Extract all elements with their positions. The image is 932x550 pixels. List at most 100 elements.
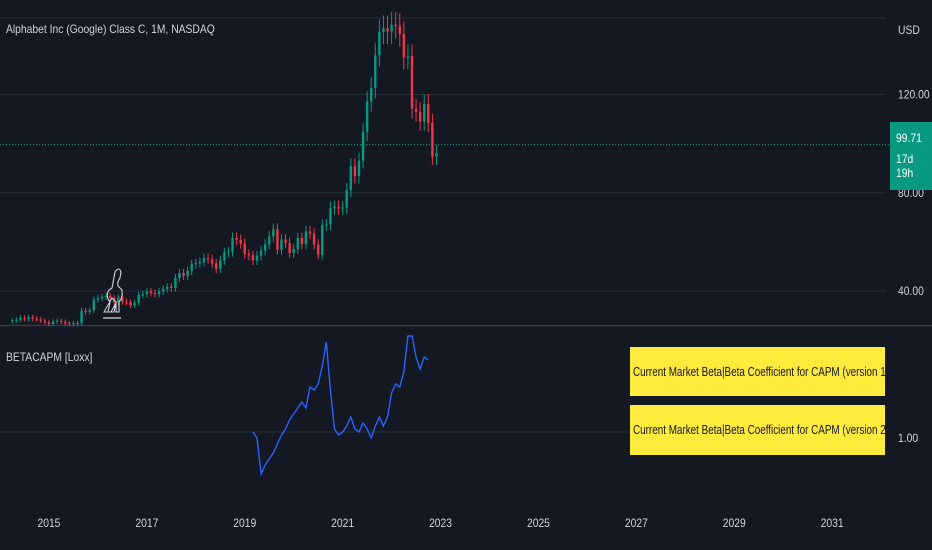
currency-label: USD <box>898 24 920 37</box>
candle-body <box>325 224 328 226</box>
time-axis-label: 2017 <box>135 517 158 530</box>
candle <box>157 288 161 298</box>
candle-body <box>304 231 308 245</box>
candle <box>170 283 173 292</box>
beta-v1-box: Current Market Beta|Beta Coefficient for… <box>630 347 925 397</box>
candle <box>390 11 393 45</box>
candle <box>223 247 226 265</box>
candle <box>374 43 377 99</box>
candle <box>247 249 251 261</box>
candle <box>325 218 328 231</box>
candle <box>312 228 316 250</box>
candle-body <box>23 317 26 319</box>
candle <box>125 298 128 306</box>
candle <box>198 257 202 268</box>
candle <box>88 307 91 315</box>
candle-body <box>149 291 153 294</box>
time-axis-label: 2021 <box>331 517 354 530</box>
candle-body <box>390 24 393 32</box>
candle-body <box>423 103 426 122</box>
candle-body <box>292 248 295 253</box>
candle <box>84 307 87 315</box>
candle <box>214 259 218 274</box>
candle <box>35 316 38 322</box>
candle-body <box>55 320 59 322</box>
candle-body <box>178 273 181 278</box>
candle-body <box>202 258 206 262</box>
candle <box>27 314 30 322</box>
candle-body <box>157 291 161 295</box>
candle-body <box>51 321 55 325</box>
candle-body <box>341 207 344 209</box>
candle <box>166 283 169 293</box>
candle <box>365 91 369 142</box>
candle-body <box>35 318 38 320</box>
candle-body <box>251 255 255 261</box>
candle-body <box>378 31 381 56</box>
time-axis-label: 2031 <box>821 517 844 530</box>
candle <box>361 123 365 169</box>
candle <box>231 232 234 257</box>
candle-body <box>96 298 100 300</box>
candle-body <box>145 291 149 295</box>
candle <box>210 254 214 268</box>
candle <box>47 320 51 327</box>
symbol-title: Alphabet Inc (Google) Class C, 1M, NASDA… <box>6 22 215 36</box>
candle <box>259 245 263 261</box>
candle-body <box>231 237 234 252</box>
candle <box>76 320 79 326</box>
candle-body <box>361 132 365 161</box>
candle-body <box>365 101 369 133</box>
candle <box>80 307 83 326</box>
candle-body <box>125 301 128 303</box>
candle-body <box>166 286 169 289</box>
candle <box>255 250 259 266</box>
candle-body <box>121 297 124 302</box>
candle-body <box>198 261 202 264</box>
candle-body <box>414 108 418 112</box>
candlestick-series <box>11 11 438 327</box>
candle-body <box>353 166 357 177</box>
candle <box>96 294 100 303</box>
candle <box>149 288 153 297</box>
indicator-title: BETACAPM [Loxx] <box>6 350 93 364</box>
candle-body <box>255 255 259 261</box>
candle <box>51 319 55 327</box>
candle <box>206 253 210 264</box>
candle-body <box>357 160 361 177</box>
candle-body <box>133 302 136 306</box>
candle-body <box>398 25 401 35</box>
candle-body <box>312 233 316 245</box>
candle <box>382 15 385 45</box>
candle <box>423 94 426 131</box>
candle-body <box>418 111 422 122</box>
candle <box>43 318 47 325</box>
time-axis-label: 2019 <box>233 517 256 530</box>
candle-body <box>263 244 267 251</box>
candle-body <box>394 24 397 26</box>
candle <box>186 266 189 280</box>
candle <box>288 237 291 258</box>
candle-body <box>349 166 353 191</box>
candle <box>296 232 299 254</box>
candle-body <box>333 206 336 209</box>
candle <box>117 294 120 306</box>
candle <box>227 246 230 258</box>
last-price-badge: 99.71 17d 19h <box>890 122 932 190</box>
time-axis-label: 2029 <box>723 517 746 530</box>
candle-body <box>386 28 389 32</box>
candle-body <box>186 270 189 276</box>
candle-body <box>153 293 157 295</box>
candle-body <box>214 263 218 269</box>
candle <box>349 158 353 198</box>
candle-body <box>206 258 210 260</box>
candle-body <box>243 243 246 254</box>
candle <box>276 223 279 255</box>
candle-body <box>374 55 377 88</box>
candle <box>386 15 389 45</box>
candle <box>194 258 198 269</box>
candle-body <box>402 34 406 58</box>
candle <box>31 314 34 322</box>
